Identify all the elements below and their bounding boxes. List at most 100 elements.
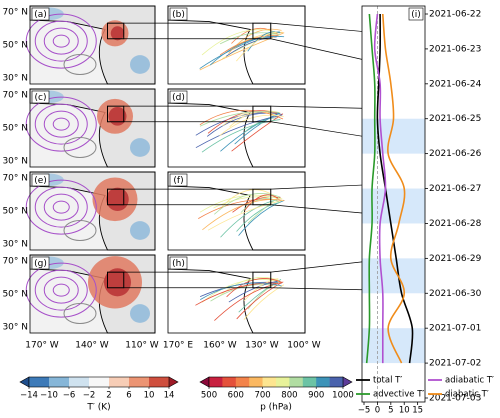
colorbar-segment [109, 377, 130, 387]
contour [25, 179, 97, 235]
panel-label: (d) [172, 93, 185, 103]
trajectory [201, 119, 281, 153]
colorbar-segment [69, 377, 90, 387]
lon-label: 140° W [75, 341, 109, 351]
y-tick-label: 2021-06-30 [429, 289, 482, 299]
contour [25, 96, 97, 152]
y-tick-label: 2021-06-26 [429, 149, 482, 159]
contour [52, 117, 70, 131]
lat-label: 50° N [2, 207, 28, 217]
lat-label: 30° N [2, 240, 28, 250]
panel-label: (c) [35, 93, 47, 103]
colorbar-tick-label: 14 [164, 391, 175, 401]
region-box [107, 105, 125, 123]
y-tick-label: 2021-06-27 [429, 184, 481, 194]
y-tick-label: 2021-07-03 [429, 394, 481, 404]
panel-label: (e) [34, 176, 47, 186]
colorbar-tick-label: 500 [201, 391, 217, 401]
trajectory [209, 35, 285, 66]
trajectory [244, 194, 279, 211]
map-frame [167, 254, 306, 334]
colorbar-segment [222, 377, 237, 387]
region-box [107, 22, 125, 40]
trajectory [247, 31, 281, 52]
highlight-band [362, 258, 425, 294]
connector [270, 204, 363, 214]
lon-label: 160° W [203, 341, 237, 351]
connector [270, 287, 363, 291]
map-panel: (f) [167, 171, 306, 251]
map-panel: (h) [167, 254, 306, 334]
legend: total T′ advective T′ adiabatic T′ diabatic… [356, 376, 494, 400]
contour [63, 220, 97, 241]
trajectory [199, 31, 280, 69]
trajectory [202, 199, 277, 231]
colorbar-frame [28, 376, 170, 388]
contour [43, 193, 79, 221]
panel-label: (b) [172, 10, 185, 20]
contour [52, 34, 70, 48]
colorbar-segment [276, 377, 290, 387]
colorbar-label: p (hPa) [260, 403, 292, 413]
trajectory [207, 199, 284, 231]
map-frame [167, 171, 306, 251]
colorbar-segment [316, 377, 330, 387]
map-frame [29, 88, 156, 168]
map-panel: (e) 70° N 50° N 30° N [2, 171, 156, 251]
contour [25, 262, 97, 318]
colorbar-extension [199, 376, 210, 388]
lat-label: 30° N [2, 74, 28, 84]
colorbar-tick-label: 10 [144, 391, 155, 401]
colorbar-extension [19, 376, 30, 388]
connector-lines [123, 22, 363, 291]
colorbars: −14 −10 −6 −2 2 6 10 14 T′ (K) 500 600 700 800 900 100… [19, 376, 354, 413]
colorbar-segment [235, 377, 250, 387]
connector [270, 184, 363, 190]
trajectory [200, 282, 282, 300]
lon-label: 170° E [163, 341, 194, 351]
contour [52, 283, 70, 297]
anomaly [110, 26, 125, 41]
legend-label: diabatic T′ [445, 390, 489, 400]
trajectory [219, 32, 280, 45]
colorbar-frame [208, 376, 344, 388]
series-line [365, 13, 376, 364]
colorbar-tick-label: 1000 [332, 391, 354, 401]
contour [63, 303, 97, 324]
line-panel: (i) 2021-06-22 2021-06-23 2021-06-24 2021-06… [358, 5, 482, 418]
panel-label-box [169, 7, 188, 21]
map-panel: (a) 70° N 50° N 30° N [2, 5, 156, 85]
colorbar-tick-label: −6 [63, 391, 76, 401]
region-box [252, 271, 272, 289]
legend-label: advective T′ [373, 390, 424, 400]
panel-label: (h) [172, 259, 185, 269]
region-box [252, 188, 272, 206]
contour [63, 54, 97, 75]
region-box [252, 105, 272, 123]
region-box [107, 271, 125, 289]
panel-label-box [169, 90, 188, 104]
colorbar-segment [149, 377, 170, 387]
plot-frame [361, 5, 426, 403]
contour [43, 110, 79, 138]
panel-label: (i) [411, 10, 421, 20]
panel-label-box [31, 256, 50, 270]
map-frame [29, 5, 156, 85]
colorbar-segment [209, 377, 223, 387]
map-panel: (g) 70° N 50° N 30° N [2, 254, 156, 334]
y-tick-label: 2021-06-25 [429, 114, 481, 124]
trajectory [236, 31, 277, 62]
region-box [107, 188, 125, 206]
connector [270, 261, 363, 273]
trajectory [228, 280, 278, 303]
colorbar-segment [329, 377, 344, 387]
trajectory [226, 278, 282, 298]
y-tick-label: 2021-07-02 [429, 359, 481, 369]
anomaly [106, 187, 129, 211]
lat-label: 70° N [2, 257, 28, 267]
lat-label: 70° N [2, 174, 28, 184]
lat-label: 50° N [2, 290, 28, 300]
trajectory [219, 34, 279, 56]
contour [34, 20, 88, 62]
